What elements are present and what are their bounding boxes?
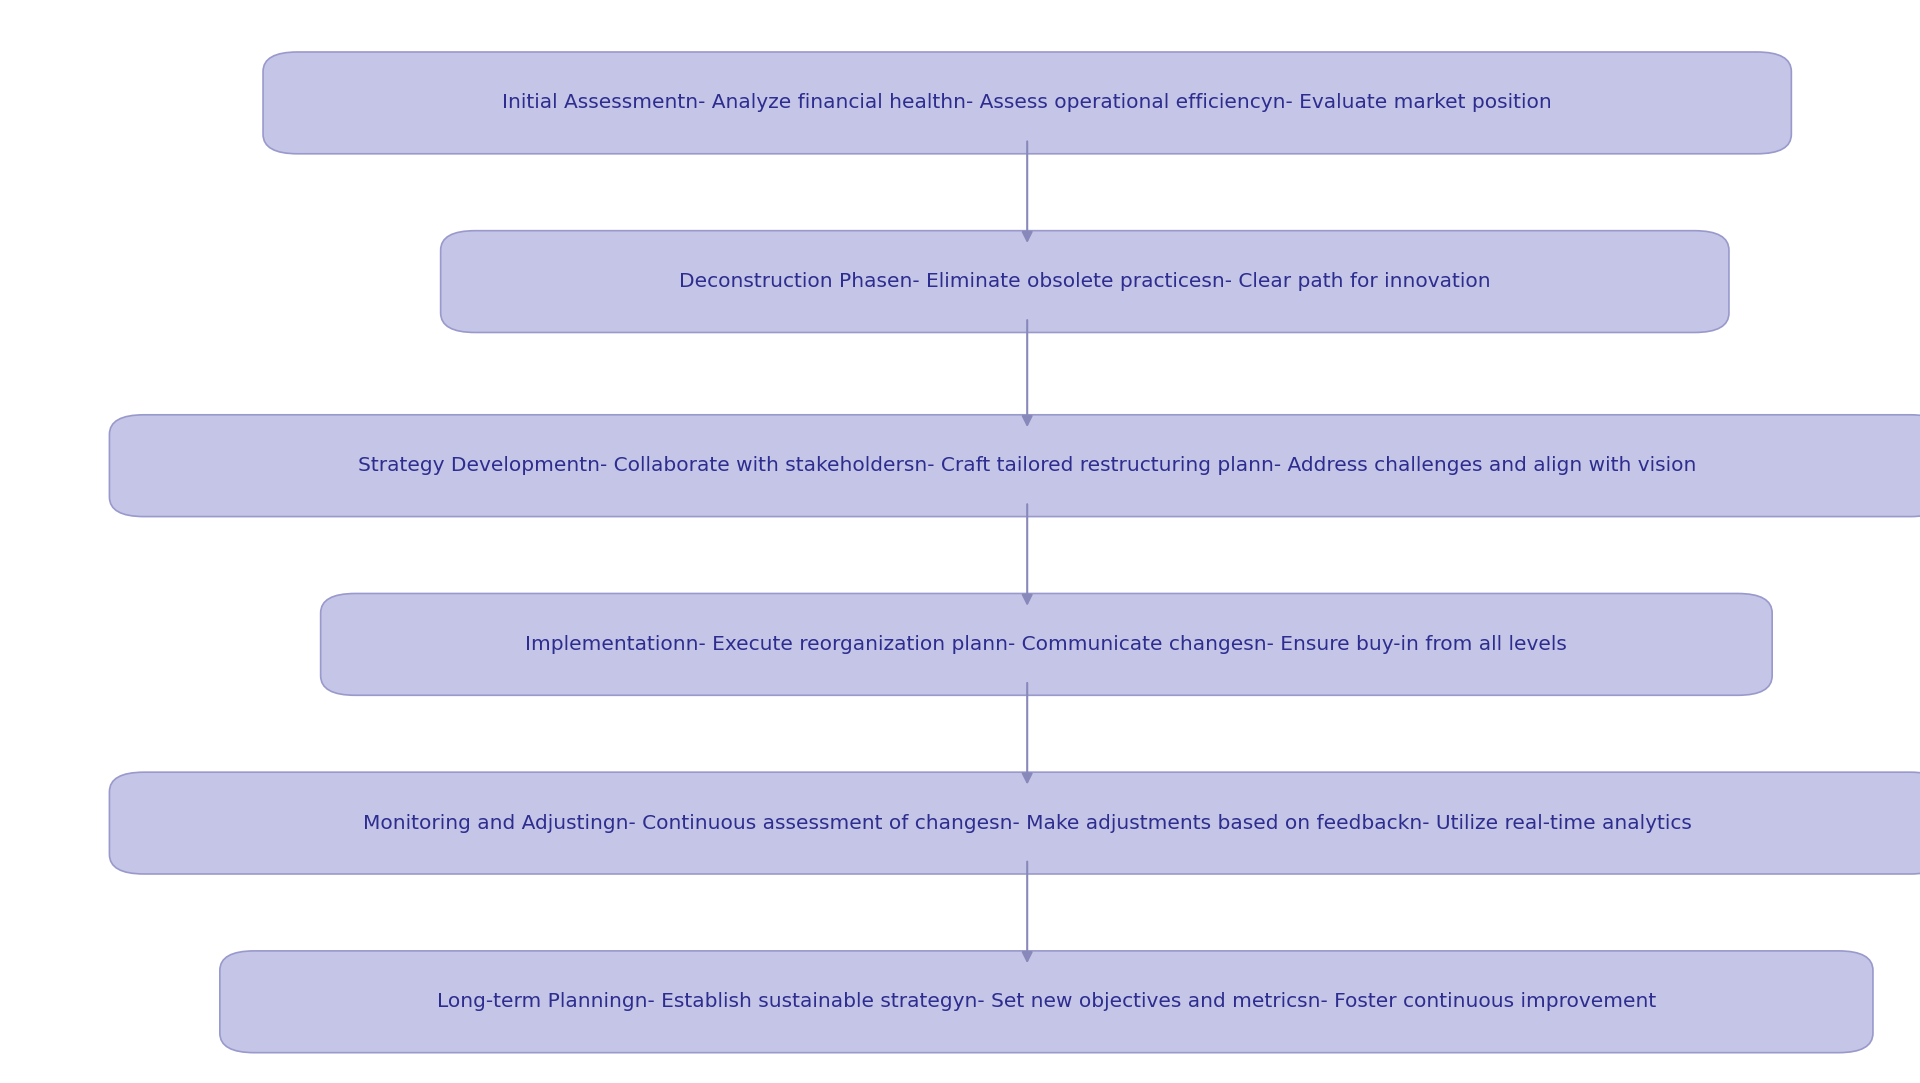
Text: Monitoring and Adjustingn- Continuous assessment of changesn- Make adjustments b: Monitoring and Adjustingn- Continuous as…	[363, 813, 1692, 833]
FancyBboxPatch shape	[109, 772, 1920, 874]
Text: Initial Assessmentn- Analyze financial healthn- Assess operational efficiencyn- : Initial Assessmentn- Analyze financial h…	[503, 93, 1551, 113]
FancyBboxPatch shape	[321, 593, 1772, 695]
Text: Long-term Planningn- Establish sustainable strategyn- Set new objectives and met: Long-term Planningn- Establish sustainab…	[436, 992, 1657, 1012]
Text: Deconstruction Phasen- Eliminate obsolete practicesn- Clear path for innovation: Deconstruction Phasen- Eliminate obsolet…	[680, 272, 1490, 291]
FancyBboxPatch shape	[221, 951, 1874, 1053]
Text: Implementationn- Execute reorganization plann- Communicate changesn- Ensure buy-: Implementationn- Execute reorganization …	[526, 635, 1567, 654]
FancyBboxPatch shape	[263, 52, 1791, 154]
FancyBboxPatch shape	[440, 231, 1728, 332]
Text: Strategy Developmentn- Collaborate with stakeholdersn- Craft tailored restructur: Strategy Developmentn- Collaborate with …	[357, 456, 1697, 475]
FancyBboxPatch shape	[109, 415, 1920, 517]
